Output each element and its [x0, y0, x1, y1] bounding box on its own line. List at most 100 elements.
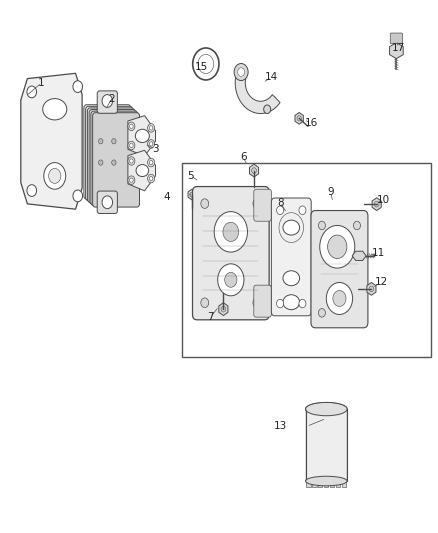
Circle shape	[318, 221, 325, 230]
Circle shape	[102, 196, 113, 209]
Circle shape	[201, 199, 209, 208]
FancyBboxPatch shape	[193, 187, 269, 320]
Ellipse shape	[305, 402, 347, 416]
Circle shape	[112, 139, 116, 144]
Text: 2: 2	[108, 94, 115, 103]
FancyBboxPatch shape	[84, 104, 131, 199]
Circle shape	[190, 192, 194, 197]
Bar	[336, 481, 340, 487]
Circle shape	[148, 124, 155, 132]
Circle shape	[27, 185, 36, 197]
Ellipse shape	[49, 168, 61, 183]
FancyBboxPatch shape	[271, 198, 311, 316]
Text: 7: 7	[207, 312, 214, 322]
Circle shape	[297, 116, 301, 121]
Bar	[324, 481, 328, 487]
Bar	[182, 163, 431, 357]
Circle shape	[128, 122, 135, 131]
Circle shape	[333, 290, 346, 306]
Circle shape	[149, 160, 153, 165]
Text: 9: 9	[327, 187, 334, 197]
Circle shape	[234, 63, 248, 80]
Ellipse shape	[305, 477, 347, 486]
Circle shape	[149, 142, 153, 146]
Circle shape	[320, 225, 355, 268]
Circle shape	[218, 264, 244, 296]
Polygon shape	[128, 116, 155, 156]
Circle shape	[374, 201, 379, 207]
Circle shape	[130, 124, 133, 128]
Circle shape	[277, 206, 284, 215]
Ellipse shape	[136, 165, 148, 176]
Circle shape	[253, 298, 261, 308]
Text: 11: 11	[372, 248, 385, 258]
Polygon shape	[250, 164, 258, 177]
Text: 12: 12	[374, 278, 388, 287]
FancyBboxPatch shape	[89, 110, 136, 204]
Polygon shape	[188, 189, 196, 200]
Text: 8: 8	[277, 198, 284, 207]
Text: 5: 5	[187, 171, 194, 181]
Bar	[318, 481, 322, 487]
Circle shape	[102, 94, 113, 108]
Polygon shape	[367, 282, 376, 295]
Ellipse shape	[283, 220, 300, 235]
Circle shape	[369, 286, 374, 292]
Text: 6: 6	[240, 152, 247, 162]
Circle shape	[27, 86, 36, 98]
Circle shape	[73, 190, 82, 201]
FancyBboxPatch shape	[91, 111, 138, 206]
FancyBboxPatch shape	[97, 191, 117, 214]
Bar	[307, 481, 311, 487]
Ellipse shape	[283, 295, 300, 310]
Text: 14: 14	[265, 72, 278, 82]
Polygon shape	[128, 150, 155, 191]
Bar	[330, 481, 334, 487]
FancyBboxPatch shape	[87, 108, 134, 203]
FancyBboxPatch shape	[93, 113, 139, 207]
Text: 15: 15	[195, 62, 208, 71]
Text: 16: 16	[304, 118, 318, 127]
Polygon shape	[235, 72, 280, 114]
Polygon shape	[389, 43, 403, 59]
Circle shape	[221, 306, 226, 312]
Text: 13: 13	[274, 422, 287, 431]
Bar	[305, 409, 347, 481]
Text: 17: 17	[392, 43, 405, 53]
Circle shape	[223, 222, 239, 241]
Circle shape	[299, 206, 306, 215]
Circle shape	[214, 212, 247, 252]
Circle shape	[237, 68, 244, 76]
Circle shape	[277, 299, 284, 308]
Circle shape	[112, 160, 116, 165]
Ellipse shape	[305, 402, 347, 416]
Circle shape	[225, 272, 237, 287]
Circle shape	[148, 140, 155, 148]
Ellipse shape	[283, 271, 300, 286]
Circle shape	[328, 235, 347, 259]
Circle shape	[73, 80, 82, 93]
Polygon shape	[352, 251, 366, 261]
Polygon shape	[21, 73, 82, 209]
Circle shape	[128, 157, 135, 165]
Circle shape	[148, 158, 155, 167]
FancyBboxPatch shape	[311, 211, 368, 328]
Ellipse shape	[135, 130, 149, 143]
Polygon shape	[219, 303, 228, 316]
Circle shape	[130, 178, 133, 182]
Circle shape	[201, 298, 209, 308]
Text: 10: 10	[377, 195, 390, 205]
Circle shape	[128, 176, 135, 184]
Circle shape	[148, 174, 155, 183]
FancyBboxPatch shape	[390, 33, 403, 44]
Circle shape	[299, 299, 306, 308]
Bar	[342, 481, 346, 487]
Circle shape	[253, 199, 261, 208]
Circle shape	[128, 141, 135, 150]
FancyBboxPatch shape	[86, 107, 132, 201]
FancyBboxPatch shape	[254, 189, 271, 221]
Text: 4: 4	[163, 192, 170, 202]
Circle shape	[264, 105, 271, 114]
Ellipse shape	[42, 99, 67, 120]
Text: 1: 1	[38, 78, 45, 87]
